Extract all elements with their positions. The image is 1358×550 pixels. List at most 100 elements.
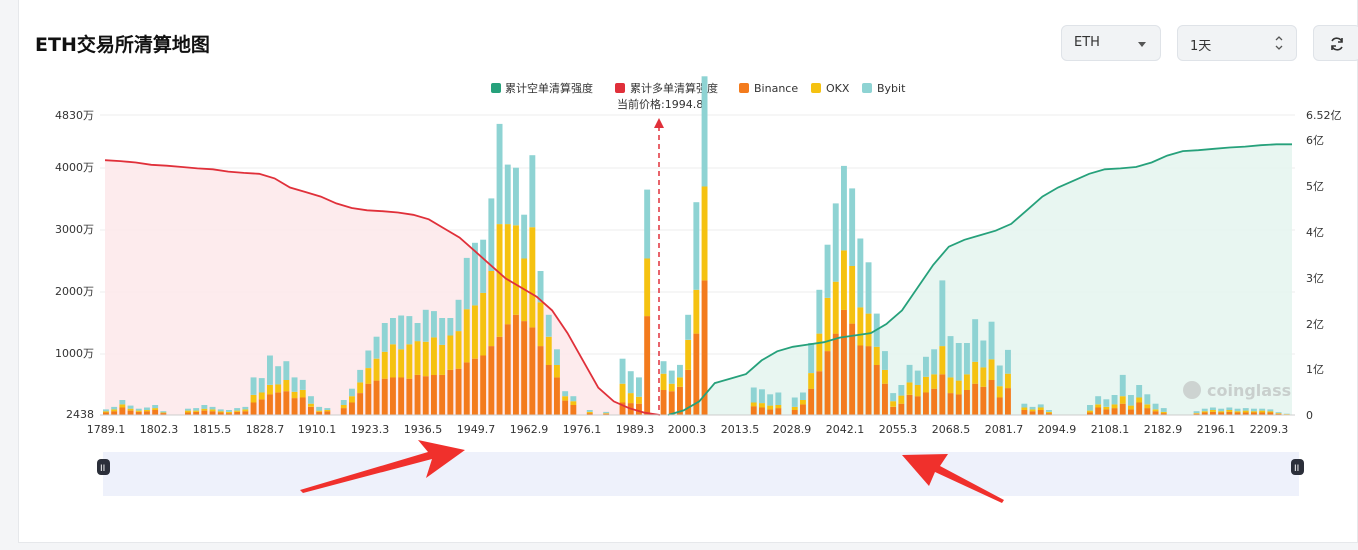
bar-okx [1218,411,1225,413]
y-left-tick-label: 4000万 [55,161,94,174]
bar-bybit [824,244,831,298]
bar-binance [103,412,109,415]
x-tick-label: 2055.3 [879,423,918,436]
bar-okx [1201,411,1208,413]
legend-label-long-cum[interactable]: 累计多单清算强度 [630,81,718,95]
bar-binance [750,406,757,415]
bar-binance [677,386,683,415]
bar-bybit [488,198,495,271]
bar-binance [127,410,134,415]
bar-bybit [767,394,774,406]
zoom-handle-left[interactable] [97,459,110,475]
bar-okx [119,404,126,408]
bar-binance [1242,412,1249,415]
bar-bybit [267,355,273,385]
bar-binance [463,362,470,415]
bar-okx [1275,413,1282,414]
bar-okx [234,410,241,412]
bar-bybit [816,289,823,334]
bar-binance [1103,409,1110,415]
bar-binance [906,395,913,415]
bar-okx [1193,413,1200,414]
bar-binance [619,402,626,415]
y-left-tick-label: 2438 [66,408,94,421]
bar-bybit [1218,408,1225,412]
bar-bybit [1160,408,1167,412]
bar-binance [562,400,569,415]
x-tick-label: 2028.9 [773,423,812,436]
bar-bybit [1037,404,1044,408]
bar-bybit [431,311,437,338]
bar-binance [1111,408,1118,415]
bar-okx [455,331,462,369]
bar-bybit [1275,412,1282,414]
bar-binance [299,397,306,415]
bar-binance [472,358,478,415]
bar-binance [1037,410,1044,415]
bar-bybit [381,323,388,352]
legend-label-short-cum[interactable]: 累计空单清算强度 [505,81,593,95]
x-axis-ticks: 1789.1 1802.3 1815.5 1828.7 1910.1 1923.3 1936… [87,423,1289,436]
bar-okx [857,307,864,346]
bar-binance [759,407,765,415]
bar-okx [545,336,552,365]
bar-binance [1267,412,1274,415]
bar-binance [890,406,897,415]
bar-bybit [619,358,626,384]
bar-okx [537,302,544,347]
bar-okx [1251,411,1257,413]
bar-bybit [209,406,216,410]
bar-bybit [258,378,265,393]
bar-okx [135,410,142,412]
zoom-slider-track[interactable] [103,452,1299,496]
y-axis-right: 0 1亿 2亿 3亿 4亿 5亿 6亿 6.52亿 [1306,109,1342,422]
bar-binance [275,392,282,415]
bar-binance [1046,413,1052,415]
bar-binance [603,413,610,415]
legend-label-okx[interactable]: OKX [826,82,850,95]
bar-bybit [275,366,282,385]
bar-okx [463,309,470,363]
bar-binance [636,403,642,415]
bar-bybit [504,164,511,225]
bar-okx [349,396,355,403]
x-tick-label: 1976.1 [563,423,602,436]
bar-bybit [1005,349,1011,374]
zoom-handle-right[interactable] [1291,459,1304,475]
x-tick-label: 2209.3 [1250,423,1289,436]
bar-binance [119,407,126,415]
bar-binance [1021,410,1028,415]
bar-okx [972,361,979,384]
bar-okx [217,411,224,413]
bar-okx [759,403,765,408]
symbol-select[interactable]: ETH [1061,25,1161,61]
bar-okx [1242,410,1249,413]
bar-okx [644,258,651,317]
bar-okx [1046,411,1052,414]
bar-binance [439,374,446,415]
bar-bybit [693,202,700,290]
bar-binance [1087,412,1093,415]
bar-binance [545,364,552,415]
bar-binance [316,411,323,415]
bar-okx [841,250,847,310]
bar-binance [209,411,216,415]
legend-label-bybit[interactable]: Bybit [877,82,906,95]
bar-bybit [759,389,765,404]
bar-bybit [447,318,454,336]
page-title: ETH交易所清算地图 [35,34,210,56]
bar-okx [980,367,987,387]
y-left-tick-label: 4830万 [55,109,94,122]
refresh-button[interactable] [1313,25,1358,61]
bar-okx [701,186,708,281]
bar-okx [849,266,856,324]
bar-okx [570,401,577,405]
time-range-select[interactable]: 1天 [1177,25,1297,61]
bar-bybit [545,314,552,337]
bar-okx [931,374,938,389]
legend-label-binance[interactable]: Binance [754,82,798,95]
bar-bybit [513,167,519,226]
y-right-tick-label: 1亿 [1306,363,1324,376]
bar-okx [882,369,888,384]
bar-okx [955,380,962,395]
